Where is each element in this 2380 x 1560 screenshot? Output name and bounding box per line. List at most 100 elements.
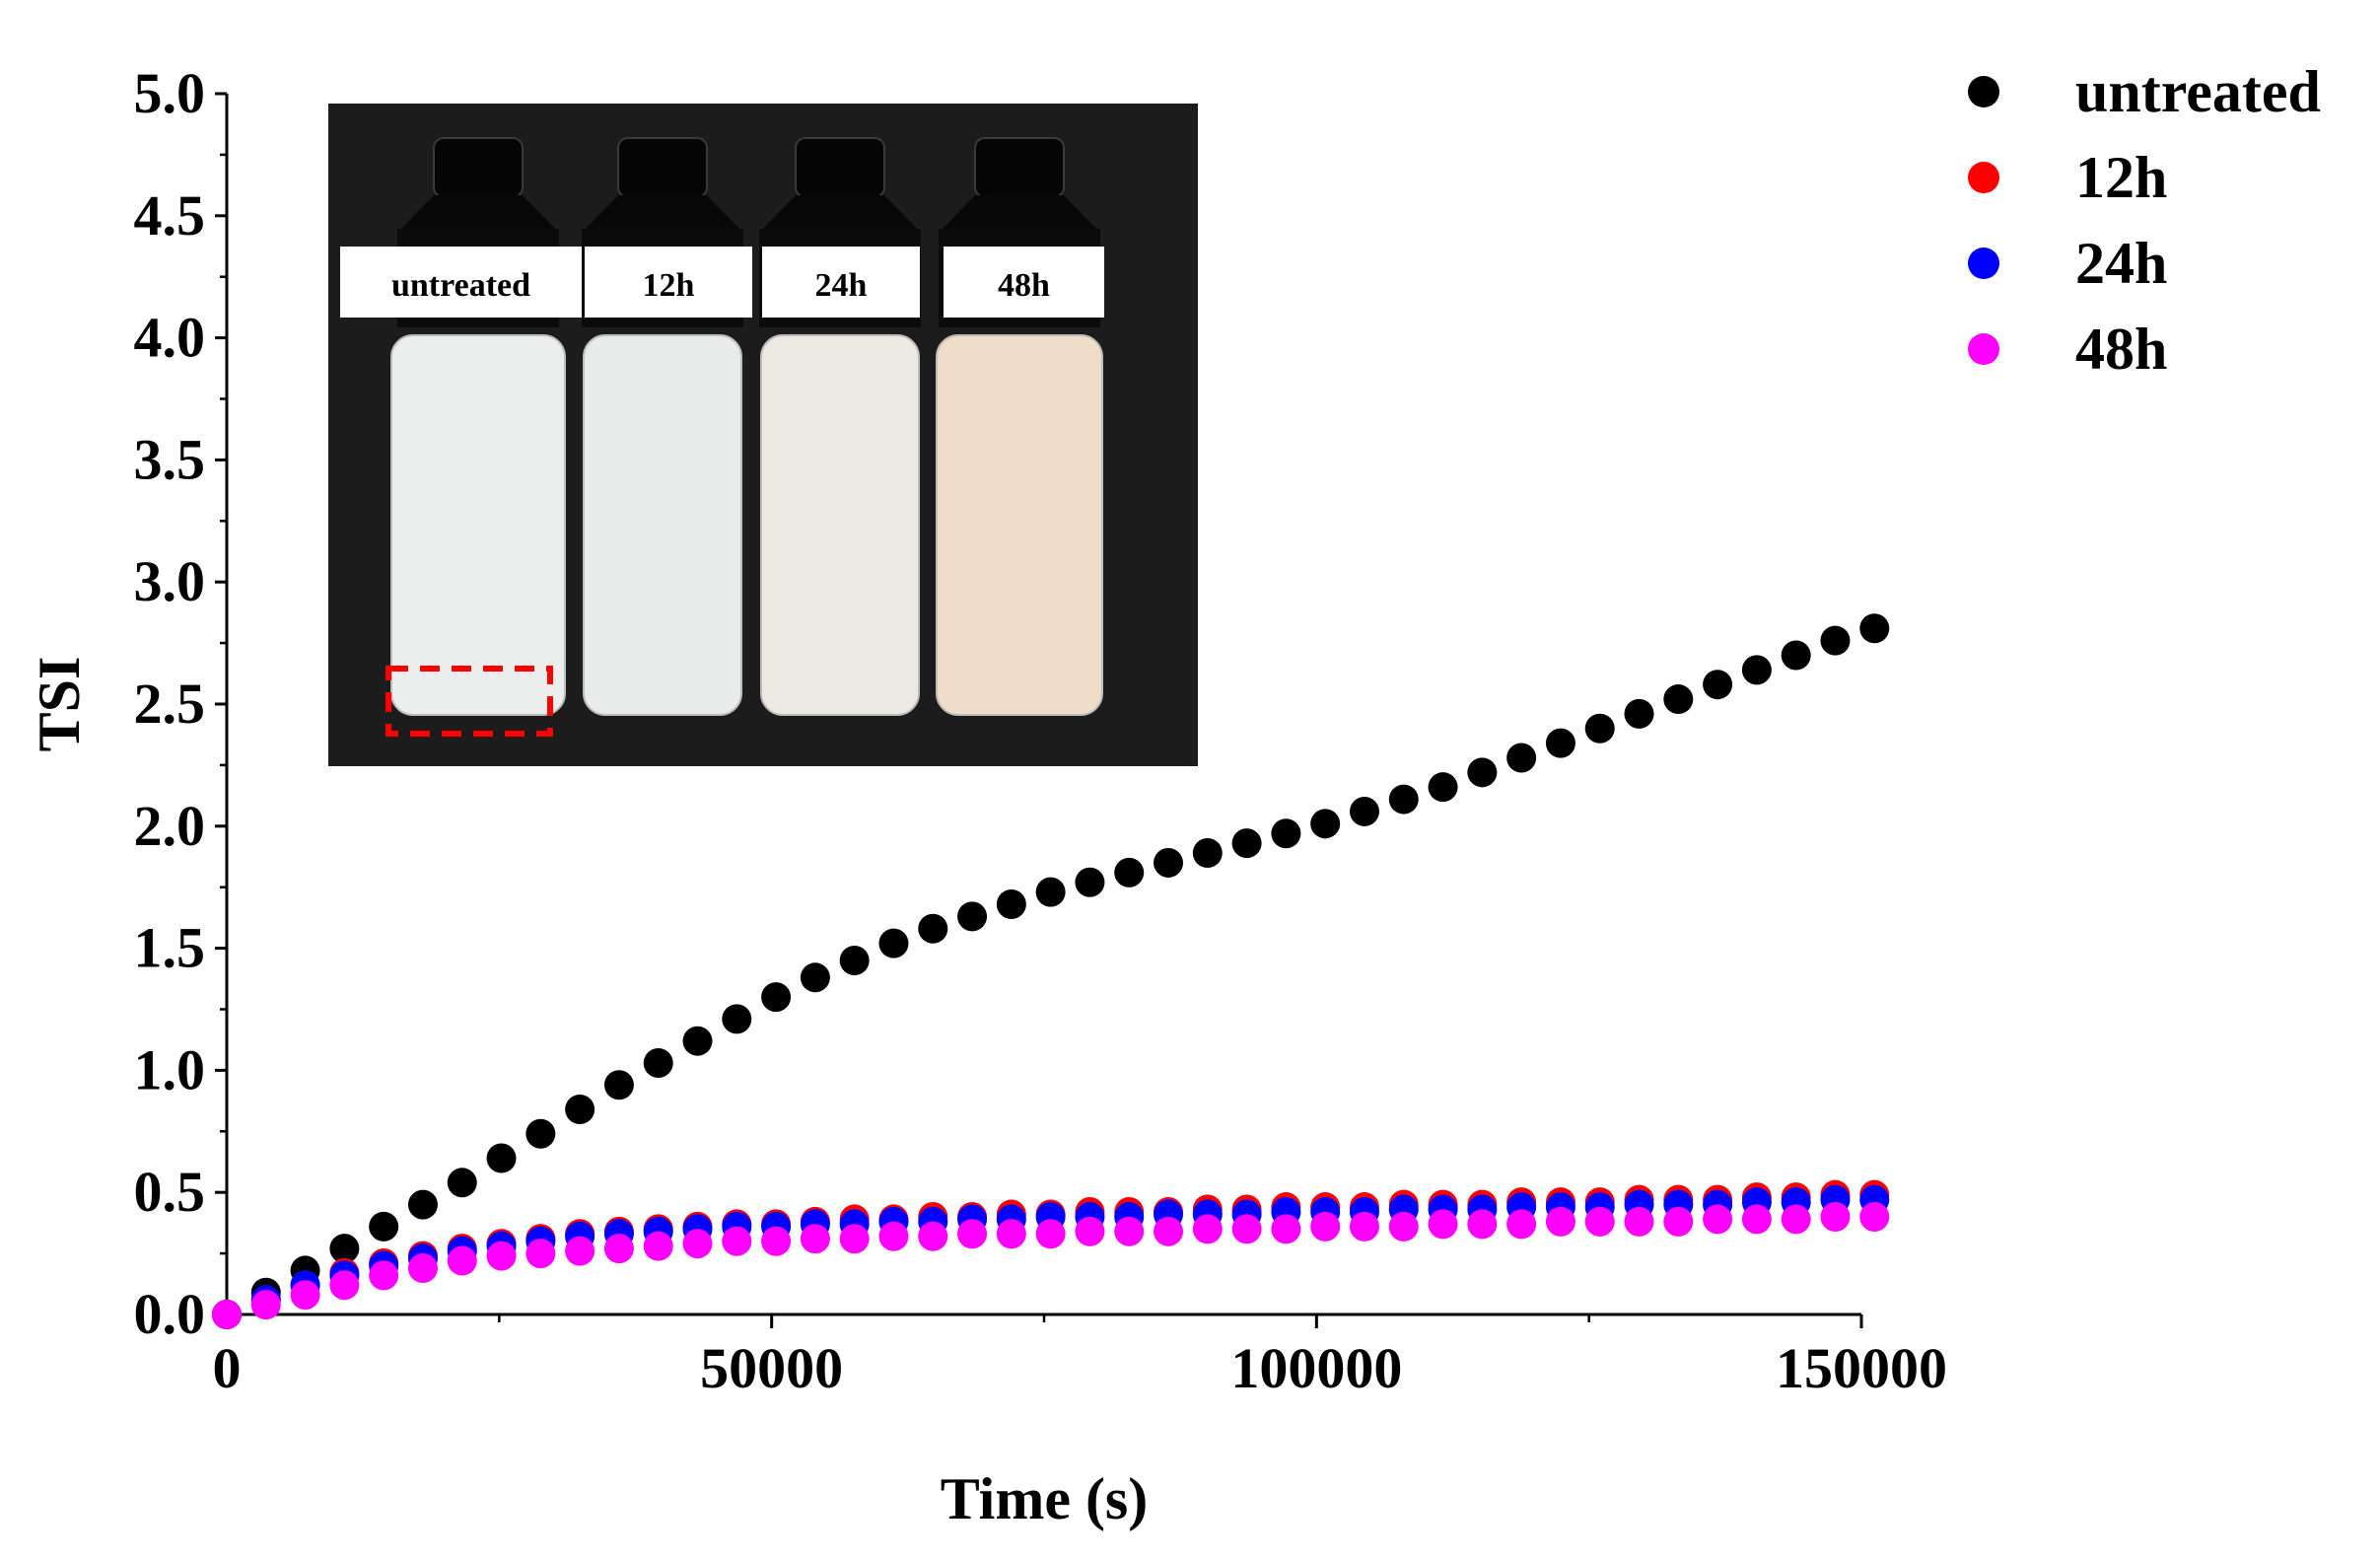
inset-photo: untreated 12h 24h 48h (328, 104, 1198, 766)
data-point-untreated (369, 1211, 399, 1241)
data-point-48h (839, 1224, 870, 1254)
data-point-48h (1035, 1219, 1066, 1249)
data-point-48h (1781, 1204, 1811, 1235)
bottle: 48h (936, 137, 1104, 716)
data-point-untreated (1741, 655, 1772, 685)
data-point-untreated (447, 1168, 477, 1198)
data-point-untreated (682, 1026, 713, 1056)
legend-marker (1968, 333, 1999, 365)
data-point-48h (369, 1260, 399, 1291)
y-tick-label: 5.0 (134, 61, 206, 125)
bottle-shoulder (586, 195, 739, 229)
y-tick-label: 3.5 (134, 427, 206, 491)
data-point-48h (603, 1234, 634, 1264)
data-point-untreated (1624, 698, 1654, 729)
y-tick-label: 0.5 (134, 1160, 206, 1224)
data-point-untreated (1467, 757, 1498, 788)
bottle-shoulder (943, 195, 1096, 229)
bottle-cap (795, 137, 885, 198)
data-point-untreated (839, 945, 870, 975)
bottle-liquid (760, 334, 920, 716)
legend-label: 12h (2075, 145, 2167, 210)
y-tick-label: 4.5 (134, 183, 206, 248)
data-point-48h (957, 1219, 988, 1249)
data-point-untreated (918, 913, 948, 944)
bottle-cap (974, 137, 1065, 198)
data-point-48h (1349, 1211, 1379, 1241)
legend-marker (1968, 248, 1999, 279)
data-point-untreated (1114, 857, 1145, 887)
y-tick-label: 0.0 (134, 1282, 206, 1346)
series-48h (212, 1201, 1890, 1329)
legend-marker (1968, 162, 1999, 193)
data-point-48h (1310, 1211, 1341, 1241)
data-point-untreated (407, 1189, 438, 1220)
legend-label: untreated (2075, 59, 2321, 124)
series-untreated (212, 613, 1890, 1329)
data-point-untreated (722, 1004, 752, 1034)
data-point-48h (1506, 1209, 1537, 1240)
data-point-untreated (1349, 796, 1379, 826)
y-axis-title: TSI (27, 657, 92, 752)
data-point-48h (1584, 1206, 1615, 1237)
data-point-48h (918, 1221, 948, 1251)
data-point-untreated (1231, 828, 1262, 859)
y-tick-label: 2.0 (134, 794, 206, 858)
bottle-label: 12h (643, 267, 695, 304)
data-point-48h (447, 1245, 477, 1276)
data-point-untreated (1310, 809, 1341, 839)
data-point-untreated (1192, 838, 1223, 869)
data-point-untreated (525, 1118, 556, 1149)
data-point-48h (1703, 1204, 1733, 1235)
data-point-48h (486, 1241, 517, 1271)
data-point-48h (643, 1231, 673, 1261)
data-point-untreated (996, 889, 1026, 920)
bottle: 12h (582, 137, 752, 716)
bottle-label-card (944, 247, 1104, 318)
data-point-untreated (603, 1070, 634, 1100)
data-point-untreated (1545, 728, 1575, 758)
data-point-48h (1467, 1209, 1498, 1240)
data-point-48h (1388, 1211, 1419, 1241)
data-point-48h (1192, 1214, 1223, 1244)
data-point-48h (1820, 1201, 1851, 1232)
bottle-label-card (762, 247, 920, 318)
data-point-48h (1624, 1206, 1654, 1237)
sediment-highlight-box (385, 666, 553, 737)
data-point-48h (878, 1221, 909, 1251)
data-point-untreated (1820, 625, 1851, 656)
data-point-untreated (1271, 818, 1301, 849)
legend-item-24h: 24h (1968, 231, 2167, 296)
y-tick-label: 2.5 (134, 672, 206, 736)
data-point-48h (1741, 1204, 1772, 1235)
bottle-label-card (585, 247, 752, 318)
data-point-untreated (486, 1143, 517, 1173)
bottle-shoulder (401, 195, 555, 229)
bottle: untreated (340, 137, 582, 716)
chart-axes: 0.0 0.5 1.0 1.5 2.0 2.5 3.0 3.5 4.0 4.5 5.0 0 50000 1… (27, 61, 1947, 1531)
bottle-label: untreated (391, 267, 530, 304)
data-point-untreated (800, 962, 830, 993)
data-point-48h (250, 1290, 281, 1320)
data-point-untreated (329, 1234, 360, 1264)
x-tick-label: 0 (213, 1336, 242, 1400)
data-point-untreated (565, 1095, 595, 1125)
data-point-48h (565, 1236, 595, 1266)
data-point-untreated (1584, 713, 1615, 744)
legend-item-untreated: untreated (1968, 59, 2321, 124)
y-tick-label: 3.0 (134, 549, 206, 613)
bottle-liquid (390, 334, 566, 716)
legend-item-48h: 48h (1968, 317, 2167, 382)
data-point-untreated (1859, 613, 1890, 644)
data-point-48h (996, 1219, 1026, 1249)
data-point-48h (329, 1270, 360, 1301)
data-point-48h (800, 1224, 830, 1254)
data-point-48h (1271, 1214, 1301, 1244)
bottle-label: 48h (998, 267, 1050, 304)
x-tick-label: 150000 (1776, 1336, 1947, 1400)
bottle-cap (433, 137, 524, 198)
data-point-48h (1545, 1206, 1575, 1237)
legend-label: 48h (2075, 317, 2167, 382)
data-point-untreated (1506, 743, 1537, 773)
data-point-untreated (643, 1047, 673, 1078)
